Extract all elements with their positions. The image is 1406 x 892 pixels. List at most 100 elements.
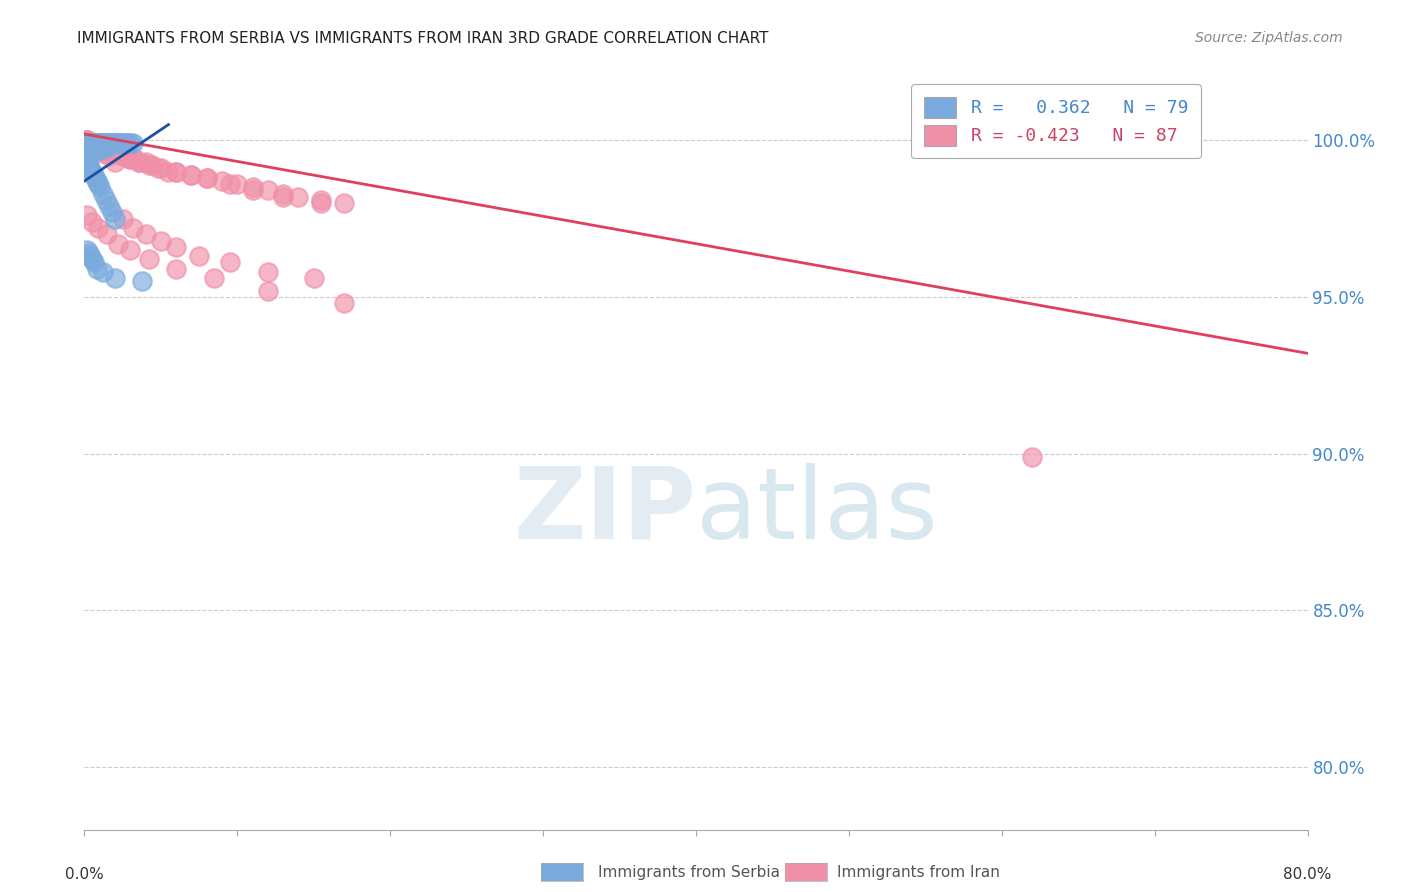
Point xyxy=(83,136,105,151)
Point xyxy=(257,265,280,279)
Point xyxy=(91,186,114,201)
Point xyxy=(257,183,280,197)
Point xyxy=(80,136,103,151)
Point xyxy=(97,143,120,157)
Point xyxy=(120,243,142,257)
Point xyxy=(180,168,202,182)
Point xyxy=(77,158,100,172)
Point xyxy=(135,227,157,242)
Point xyxy=(101,205,124,219)
Text: Immigrants from Serbia: Immigrants from Serbia xyxy=(598,865,779,880)
Point xyxy=(75,136,97,151)
Point xyxy=(80,215,103,229)
Point xyxy=(89,143,111,157)
Point xyxy=(94,143,117,157)
Point xyxy=(120,152,142,166)
Point xyxy=(75,149,97,163)
Point xyxy=(79,143,101,157)
Point xyxy=(79,136,101,151)
Point xyxy=(90,139,112,153)
Point xyxy=(107,236,129,251)
Point xyxy=(84,136,107,151)
Point xyxy=(76,209,98,223)
Point xyxy=(83,136,105,151)
Point xyxy=(86,143,108,157)
Point xyxy=(91,139,114,153)
Point xyxy=(91,136,114,151)
Point xyxy=(157,164,180,178)
Point xyxy=(124,152,146,166)
Point xyxy=(107,136,129,151)
Point xyxy=(96,136,118,151)
Point xyxy=(83,139,105,153)
Point xyxy=(86,136,108,151)
Point xyxy=(75,143,97,157)
Point xyxy=(112,136,135,151)
Point xyxy=(128,155,150,169)
Point xyxy=(271,186,294,201)
Point xyxy=(271,189,294,203)
Point xyxy=(77,246,100,260)
Point xyxy=(86,139,108,153)
Text: Source: ZipAtlas.com: Source: ZipAtlas.com xyxy=(1195,31,1343,45)
Point xyxy=(104,155,127,169)
Point xyxy=(111,136,134,151)
Point xyxy=(98,136,121,151)
Point xyxy=(76,155,98,169)
Point xyxy=(104,211,127,226)
Point xyxy=(80,139,103,153)
Point xyxy=(218,255,240,269)
Point xyxy=(165,261,187,276)
Point xyxy=(77,139,100,153)
Point xyxy=(107,145,129,160)
Point xyxy=(149,161,172,176)
Point xyxy=(84,143,107,157)
Point xyxy=(93,143,115,157)
Point xyxy=(195,170,218,185)
Point xyxy=(90,136,112,151)
Point xyxy=(89,136,111,151)
Legend: R =   0.362   N = 79, R = -0.423   N = 87: R = 0.362 N = 79, R = -0.423 N = 87 xyxy=(911,84,1201,159)
Point xyxy=(311,193,333,207)
Point xyxy=(111,149,134,163)
Point xyxy=(80,143,103,157)
Point xyxy=(122,221,145,235)
Point xyxy=(287,189,309,203)
Point xyxy=(333,196,356,211)
Point xyxy=(79,161,101,176)
Point xyxy=(97,199,120,213)
Point xyxy=(75,133,97,147)
Point xyxy=(76,139,98,153)
Point xyxy=(83,168,105,182)
Point xyxy=(131,274,153,288)
Point xyxy=(79,136,101,151)
Point xyxy=(111,149,134,163)
Point xyxy=(80,252,103,267)
Point xyxy=(93,143,115,157)
Point xyxy=(180,168,202,182)
Point xyxy=(76,133,98,147)
Point xyxy=(114,136,136,151)
Point xyxy=(97,149,120,163)
Point xyxy=(1021,450,1043,464)
Point xyxy=(86,139,108,153)
Point xyxy=(87,139,110,153)
Point xyxy=(76,145,98,160)
Point xyxy=(97,136,120,151)
Point xyxy=(86,261,108,276)
Point xyxy=(128,155,150,169)
Point xyxy=(86,139,108,153)
Point xyxy=(87,143,110,157)
Point xyxy=(83,255,105,269)
Point xyxy=(94,193,117,207)
Point xyxy=(89,139,111,153)
Point xyxy=(242,183,264,197)
Point xyxy=(218,177,240,191)
Point xyxy=(87,139,110,153)
Point xyxy=(257,284,280,298)
Point xyxy=(89,139,111,153)
Point xyxy=(120,136,142,151)
Point xyxy=(103,136,125,151)
Point xyxy=(91,145,114,160)
Point xyxy=(76,243,98,257)
